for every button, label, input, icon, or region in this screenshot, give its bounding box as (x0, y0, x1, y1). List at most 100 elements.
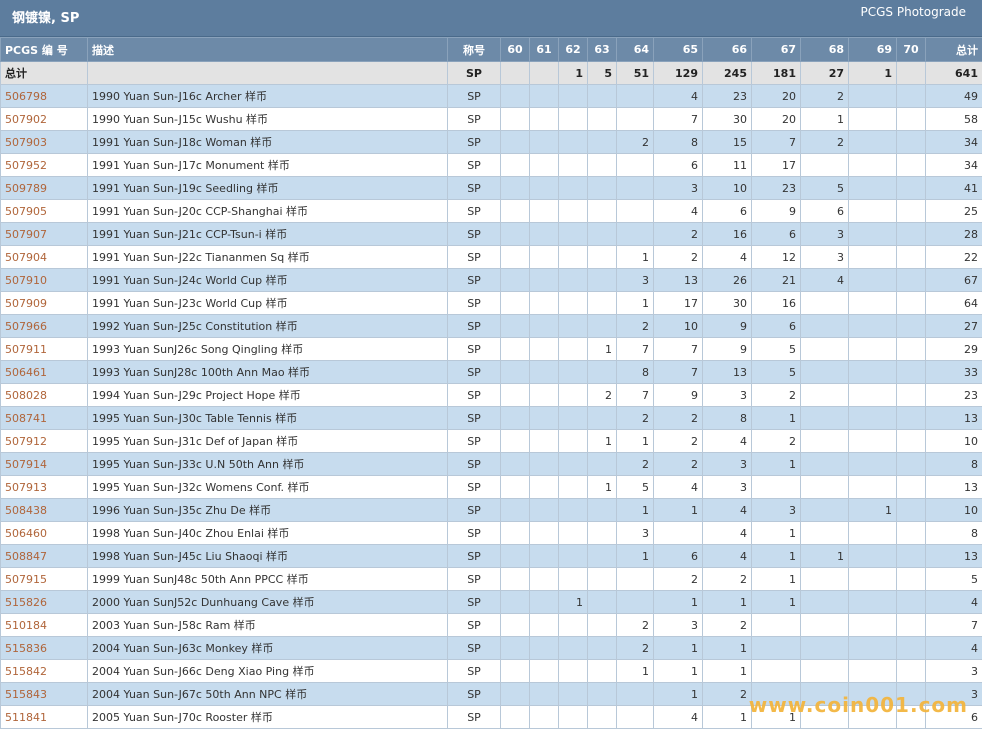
grade-count-61 (529, 406, 559, 430)
column-header[interactable]: 65 (653, 37, 703, 62)
grade-count-70 (896, 84, 926, 108)
row-total: 27 (925, 314, 982, 338)
column-header[interactable]: 69 (848, 37, 897, 62)
grade-count-65: 6 (653, 153, 703, 177)
pcgs-number-link[interactable]: 511841 (5, 710, 47, 724)
grade-count-66: 26 (702, 268, 752, 292)
pcgs-number-link[interactable]: 508741 (5, 411, 47, 425)
column-header[interactable]: 62 (558, 37, 588, 62)
table-row: 510184 2003 Yuan Sun-J58c Ram 样币 SP 2 3 2 7 (0, 613, 982, 637)
total-g65: 129 (653, 61, 703, 85)
pcgs-number-link[interactable]: 515826 (5, 595, 47, 609)
pcgs-number-link[interactable]: 515843 (5, 687, 47, 701)
grade-count-68 (800, 590, 849, 614)
table-row: 507903 1991 Yuan Sun-J18c Woman 样币 SP 2 8 15 7… (0, 130, 982, 154)
column-header[interactable]: 66 (702, 37, 752, 62)
pcgs-number-link[interactable]: 515836 (5, 641, 47, 655)
grade-count-67: 1 (751, 544, 801, 568)
grade-count-61 (529, 107, 559, 131)
description-cell: 1995 Yuan Sun-J31c Def of Japan 样币 (87, 429, 448, 453)
pcgs-number-link[interactable]: 507902 (5, 112, 47, 126)
grade-count-69 (848, 429, 897, 453)
grade-count-70 (896, 130, 926, 154)
grade-count-61 (529, 84, 559, 108)
grade-count-69 (848, 682, 897, 706)
grade-count-65: 7 (653, 360, 703, 384)
brand-link[interactable]: PCGS Photograde (860, 5, 966, 19)
grade-count-67: 20 (751, 84, 801, 108)
pcgs-number-link[interactable]: 507903 (5, 135, 47, 149)
pcgs-number-link[interactable]: 510184 (5, 618, 47, 632)
column-header[interactable]: 63 (587, 37, 617, 62)
grade-count-70 (896, 383, 926, 407)
pcgs-number-link[interactable]: 515842 (5, 664, 47, 678)
grade-count-60 (500, 130, 530, 154)
column-header[interactable]: 总计 (925, 37, 982, 62)
grade-count-65: 17 (653, 291, 703, 315)
grade-count-63 (587, 590, 617, 614)
pcgs-number-link[interactable]: 507966 (5, 319, 47, 333)
pcgs-number-link[interactable]: 508438 (5, 503, 47, 517)
grade-count-68 (800, 613, 849, 637)
pcgs-number-link[interactable]: 506798 (5, 89, 47, 103)
description-cell: 1991 Yuan Sun-J20c CCP-Shanghai 样币 (87, 199, 448, 223)
pcgs-number-link[interactable]: 507914 (5, 457, 47, 471)
grade-count-65: 4 (653, 705, 703, 729)
row-total: 13 (925, 406, 982, 430)
grade-count-63 (587, 682, 617, 706)
grade-count-62 (558, 475, 588, 499)
column-header[interactable]: 60 (500, 37, 530, 62)
description-cell: 2004 Yuan Sun-J67c 50th Ann NPC 样币 (87, 682, 448, 706)
description-cell: 2004 Yuan Sun-J66c Deng Xiao Ping 样币 (87, 659, 448, 683)
table-row: 507904 1991 Yuan Sun-J22c Tiananmen Sq 样币… (0, 245, 982, 269)
grade-count-66: 11 (702, 153, 752, 177)
grade-count-63 (587, 153, 617, 177)
grade-count-63: 2 (587, 383, 617, 407)
pcgs-number-link[interactable]: 506461 (5, 365, 47, 379)
pcgs-number-link[interactable]: 507907 (5, 227, 47, 241)
grade-count-63: 1 (587, 475, 617, 499)
grade-count-66: 4 (702, 429, 752, 453)
grade-count-68: 3 (800, 222, 849, 246)
column-header[interactable]: 67 (751, 37, 801, 62)
row-total: 33 (925, 360, 982, 384)
pcgs-number-link[interactable]: 507911 (5, 342, 47, 356)
pcgs-number-link[interactable]: 507909 (5, 296, 47, 310)
grade-count-66: 9 (702, 337, 752, 361)
pcgs-number-link[interactable]: 507905 (5, 204, 47, 218)
pcgs-number-cell: 515836 (0, 636, 88, 660)
description-cell: 2003 Yuan Sun-J58c Ram 样币 (87, 613, 448, 637)
table-row: 507911 1993 Yuan SunJ26c Song Qingling 样币… (0, 337, 982, 361)
grade-count-65: 1 (653, 590, 703, 614)
grade-count-66: 6 (702, 199, 752, 223)
pcgs-number-link[interactable]: 507904 (5, 250, 47, 264)
pcgs-number-link[interactable]: 507910 (5, 273, 47, 287)
pcgs-number-link[interactable]: 507912 (5, 434, 47, 448)
pcgs-number-link[interactable]: 508847 (5, 549, 47, 563)
grade-count-67: 3 (751, 498, 801, 522)
grade-count-70 (896, 406, 926, 430)
grade-count-60 (500, 337, 530, 361)
grade-count-70 (896, 291, 926, 315)
pcgs-number-link[interactable]: 507915 (5, 572, 47, 586)
column-header[interactable]: 64 (616, 37, 654, 62)
grade-count-67: 6 (751, 222, 801, 246)
column-header[interactable]: 70 (896, 37, 926, 62)
pcgs-number-link[interactable]: 507913 (5, 480, 47, 494)
grade-count-66: 1 (702, 659, 752, 683)
designation-cell: SP (447, 314, 501, 338)
grade-count-69: 1 (848, 498, 897, 522)
grade-count-66: 15 (702, 130, 752, 154)
column-header[interactable]: 68 (800, 37, 849, 62)
grade-count-68 (800, 636, 849, 660)
column-header[interactable]: PCGS 编 号 (0, 37, 88, 62)
pcgs-number-link[interactable]: 508028 (5, 388, 47, 402)
pcgs-number-link[interactable]: 506460 (5, 526, 47, 540)
grade-count-68 (800, 360, 849, 384)
column-header[interactable]: 称号 (447, 37, 501, 62)
pcgs-number-link[interactable]: 507952 (5, 158, 47, 172)
column-header[interactable]: 描述 (87, 37, 448, 62)
column-header[interactable]: 61 (529, 37, 559, 62)
pcgs-number-link[interactable]: 509789 (5, 181, 47, 195)
grade-count-62 (558, 383, 588, 407)
